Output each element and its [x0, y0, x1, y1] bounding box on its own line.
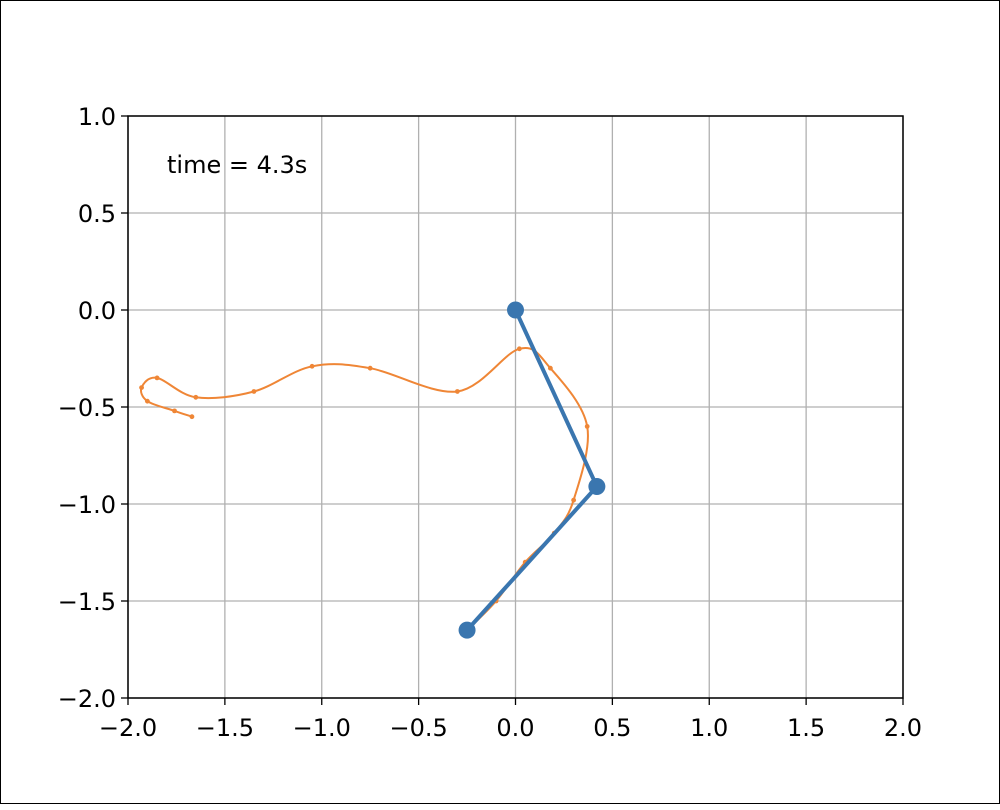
- pendulum-joints: [458, 301, 606, 639]
- plot-area: [139, 301, 606, 639]
- x-tick-label: −1.0: [293, 714, 351, 742]
- x-tick-label: −2.0: [99, 714, 157, 742]
- trace-point: [516, 346, 522, 352]
- y-tick-label: 1.0: [78, 103, 116, 131]
- x-tick-label: 1.0: [690, 714, 728, 742]
- y-tick-label: −1.5: [58, 588, 116, 616]
- trace-point: [139, 385, 144, 390]
- y-tick-label: −2.0: [58, 685, 116, 713]
- time-annotation: time = 4.3s: [167, 151, 307, 179]
- trajectory-trace-markers: [139, 346, 590, 633]
- trace-point: [193, 394, 199, 400]
- trace-point: [251, 389, 257, 394]
- trace-point: [309, 363, 315, 369]
- trace-point: [584, 424, 590, 429]
- pendulum-arm-line: [465, 309, 599, 632]
- trace-point: [571, 497, 577, 503]
- x-tick-label: 2.0: [884, 714, 922, 742]
- x-tick-label: −1.5: [196, 714, 254, 742]
- trace-point: [189, 414, 195, 420]
- y-tick-label: −0.5: [58, 394, 116, 422]
- x-tick-label: 0.0: [496, 714, 534, 742]
- x-axis: −2.0 −1.5 −1.0 −0.5 0.0 0.5 1.0 1.5 2.0: [99, 698, 922, 742]
- grid-lines: [127, 115, 904, 699]
- trace-point: [172, 408, 177, 414]
- y-tick-label: 0.5: [78, 200, 116, 228]
- x-tick-label: −0.5: [389, 714, 447, 742]
- y-tick-label: 0.0: [78, 297, 116, 325]
- end-bob: [458, 621, 476, 639]
- y-tick-label: −1.0: [58, 491, 116, 519]
- y-axis: 1.0 0.5 0.0 −0.5 −1.0 −1.5 −2.0: [58, 103, 128, 713]
- trace-point: [144, 398, 150, 404]
- trace-point: [367, 365, 373, 371]
- trace-point: [547, 365, 553, 371]
- trace-point: [154, 375, 160, 381]
- middle-joint: [588, 478, 606, 496]
- pivot-joint: [507, 301, 524, 319]
- trajectory-trace-line: [140, 346, 589, 631]
- x-tick-label: 1.5: [787, 714, 825, 742]
- x-tick-label: 0.5: [593, 714, 631, 742]
- trace-point: [454, 389, 460, 394]
